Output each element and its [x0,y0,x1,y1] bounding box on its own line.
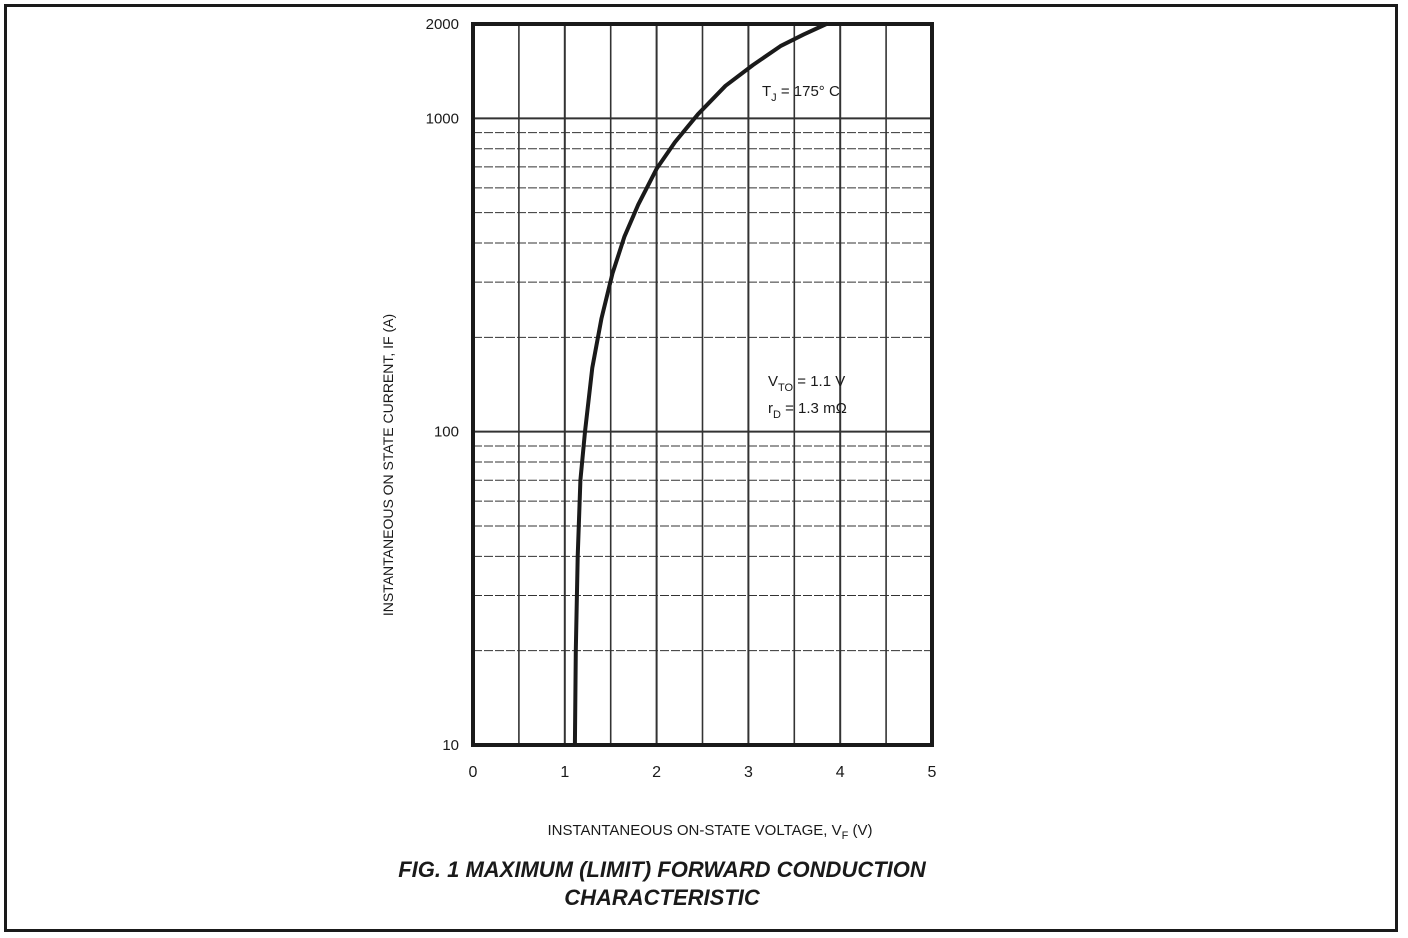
x-tick-label: 5 [928,764,937,781]
x-tick-label: 3 [744,764,753,781]
plot-border [471,22,934,747]
y-tick-labels: 10 100 1000 2000 [426,16,459,754]
x-tick-labels: 0 1 2 3 4 5 [469,764,937,781]
x-tick-label: 0 [469,764,478,781]
x-tick-label: 4 [836,764,845,781]
figure-caption-line-2: CHARACTERISTIC [564,885,760,910]
y-tick-label: 100 [434,424,459,441]
figure-frame [4,4,1398,932]
y-tick-label: 2000 [426,16,459,33]
x-tick-label: 1 [560,764,569,781]
x-tick-label: 2 [652,764,661,781]
x-axis-label: INSTANTANEOUS ON-STATE VOLTAGE, VF (V) [547,822,873,842]
annotation-rd: rD = 1.3 mΩ [768,400,847,421]
annotation-vto: VTO = 1.1 V [768,373,845,394]
figure-caption-line-1: FIG. 1 MAXIMUM (LIMIT) FORWARD CONDUCTIO… [398,857,926,882]
y-tick-label: 10 [442,737,459,754]
y-tick-label: 1000 [426,110,459,127]
grid [473,24,932,745]
annotation-tj: TJ = 175° C [762,83,840,104]
y-axis-label: INSTANTANEOUS ON STATE CURRENT, IF (A) [380,314,396,616]
forward-conduction-curve [572,22,829,747]
